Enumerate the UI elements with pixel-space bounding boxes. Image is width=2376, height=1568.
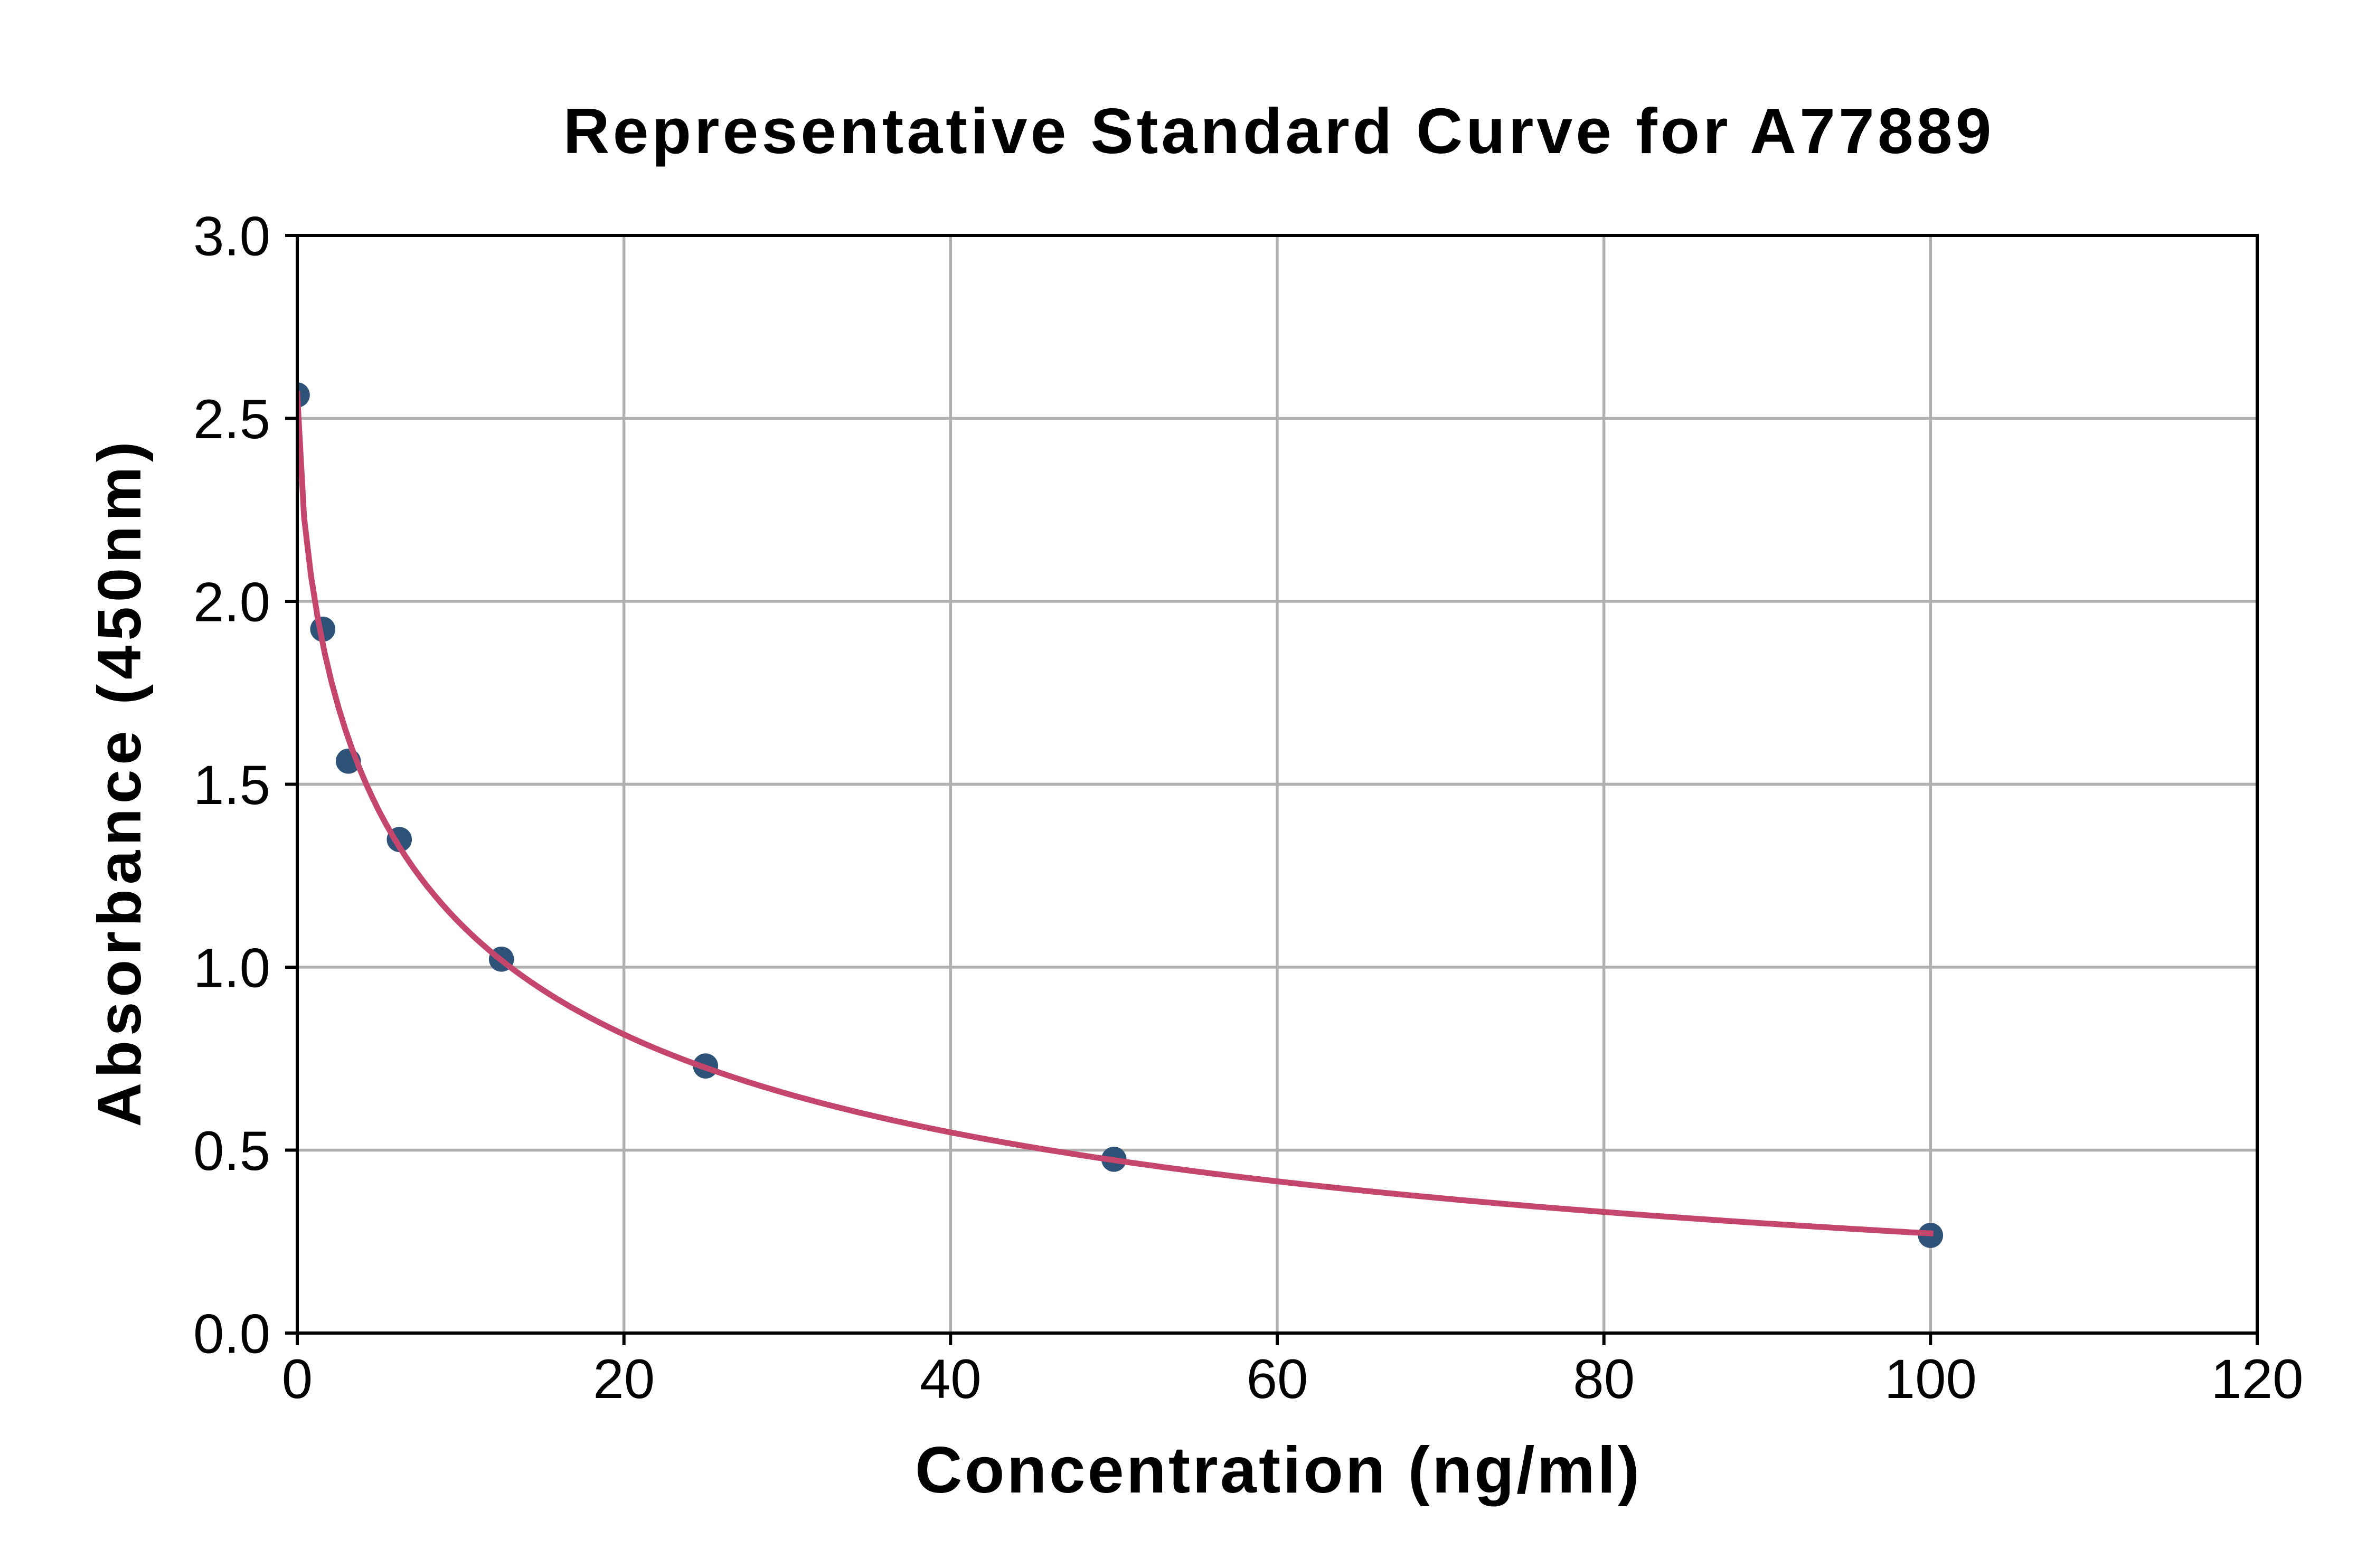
svg-text:20: 20 <box>593 1348 655 1410</box>
svg-text:1.0: 1.0 <box>193 938 270 999</box>
svg-text:1.5: 1.5 <box>193 754 270 816</box>
svg-text:80: 80 <box>1573 1348 1635 1410</box>
svg-text:100: 100 <box>1884 1348 1977 1410</box>
svg-text:2.5: 2.5 <box>193 389 270 450</box>
svg-text:60: 60 <box>1247 1348 1308 1410</box>
svg-text:0: 0 <box>282 1348 313 1410</box>
svg-text:2.0: 2.0 <box>193 572 270 634</box>
svg-text:3.0: 3.0 <box>193 206 270 268</box>
svg-text:Absorbance (450nm): Absorbance (450nm) <box>85 442 154 1127</box>
svg-text:0.0: 0.0 <box>193 1303 270 1365</box>
svg-text:Concentration (ng/ml): Concentration (ng/ml) <box>915 1434 1639 1507</box>
svg-text:120: 120 <box>2211 1348 2303 1410</box>
svg-text:0.5: 0.5 <box>193 1120 270 1182</box>
svg-text:Representative Standard Curve: Representative Standard Curve for A77889 <box>563 95 1992 167</box>
svg-text:40: 40 <box>920 1348 982 1410</box>
